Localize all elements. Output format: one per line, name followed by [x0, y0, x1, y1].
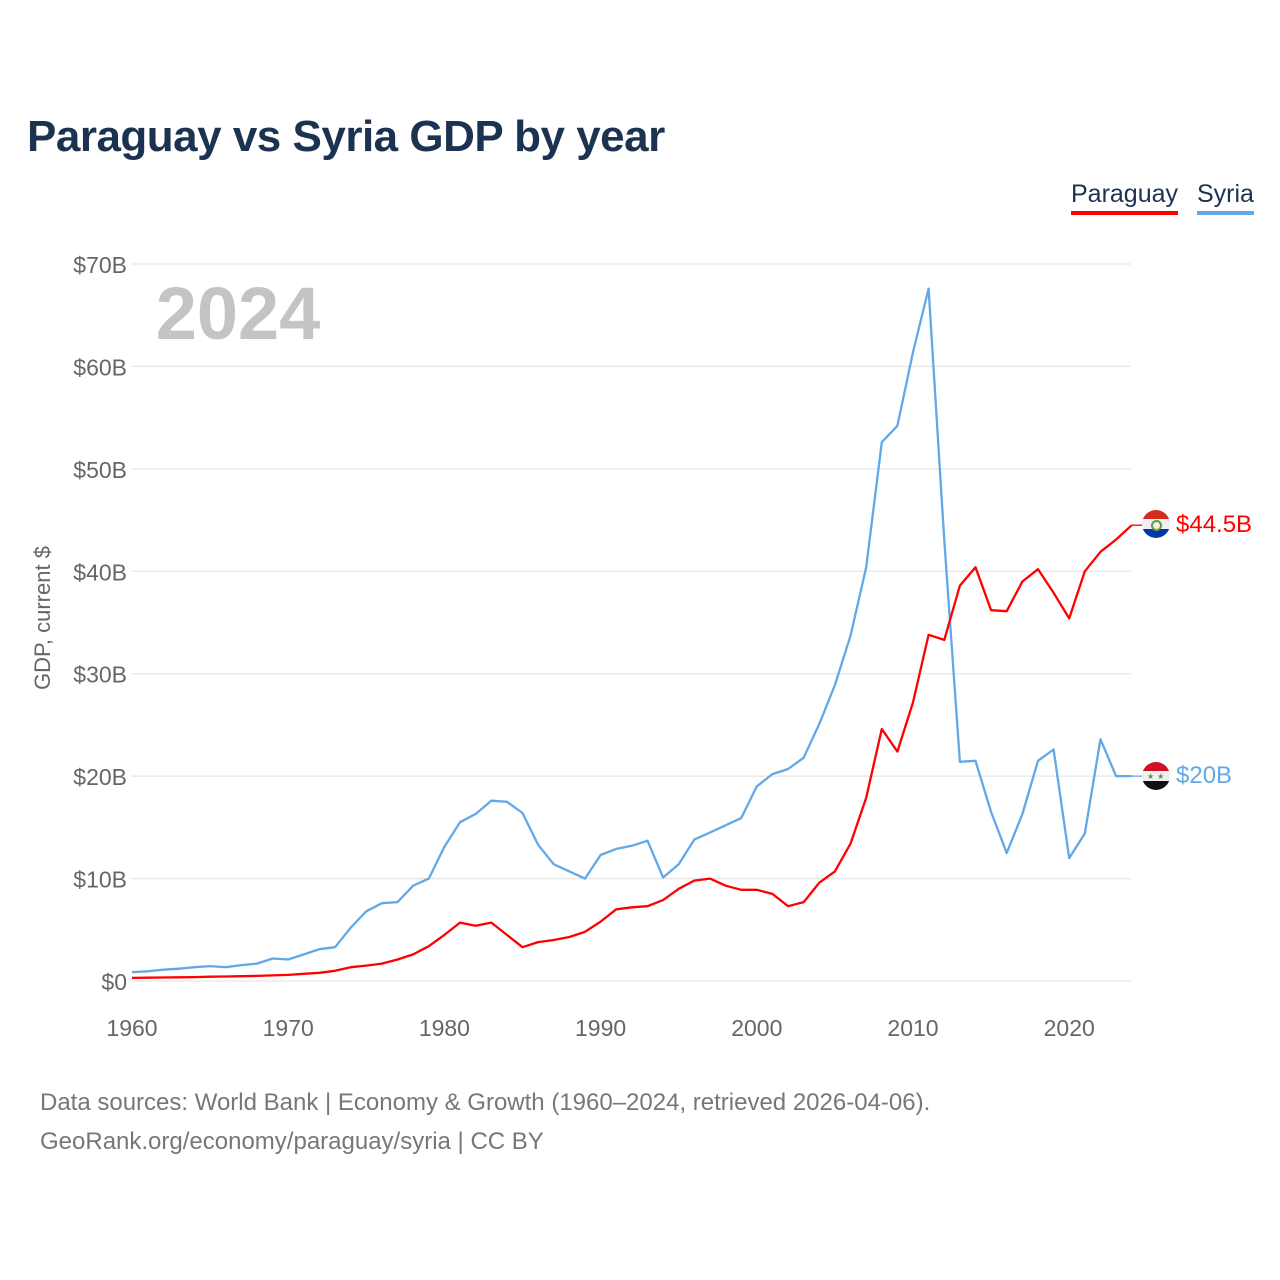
x-tick-label: 2000 — [731, 1015, 782, 1041]
legend-syria[interactable]: Syria — [1197, 180, 1254, 215]
y-axis-label: GDP, current $ — [30, 546, 55, 690]
chart-title: Paraguay vs Syria GDP by year — [27, 112, 665, 161]
series-line-syria — [131, 287, 1132, 974]
data-source-text: Data sources: World Bank | Economy & Gro… — [40, 1089, 931, 1116]
syria-flag-icon: ★★ — [1142, 762, 1170, 790]
x-tick-label: 2010 — [887, 1015, 938, 1041]
x-tick-label: 1980 — [419, 1015, 470, 1041]
paraguay-flag-icon — [1142, 510, 1170, 538]
y-tick-label: $20B — [73, 764, 127, 790]
y-tick-label: $0 — [101, 969, 127, 995]
x-tick-label: 2020 — [1044, 1015, 1095, 1041]
y-tick-label: $70B — [73, 252, 127, 278]
paraguay-end-label: $44.5B — [1176, 511, 1252, 538]
x-tick-label: 1970 — [263, 1015, 314, 1041]
x-tick-label: 1990 — [575, 1015, 626, 1041]
x-tick-label: 1960 — [106, 1015, 157, 1041]
y-tick-label: $40B — [73, 559, 127, 585]
year-watermark: 2024 — [156, 272, 321, 355]
footer: Data sources: World Bank | Economy & Gro… — [40, 1083, 930, 1161]
y-tick-label: $10B — [73, 867, 127, 893]
syria-end-label: $20B — [1176, 762, 1232, 789]
legend-paraguay[interactable]: Paraguay — [1071, 180, 1179, 215]
y-tick-label: $50B — [73, 457, 127, 483]
y-tick-label: $60B — [73, 354, 127, 380]
y-tick-label: $30B — [73, 662, 127, 688]
series-line-paraguay — [131, 524, 1133, 980]
source-link[interactable]: GeoRank.org/economy/paraguay/syria | CC … — [40, 1128, 544, 1155]
